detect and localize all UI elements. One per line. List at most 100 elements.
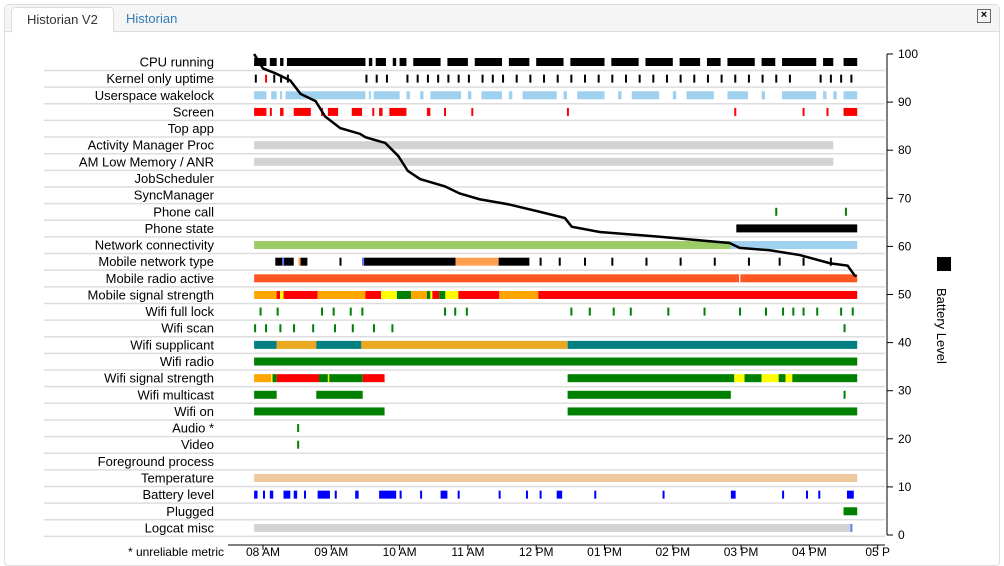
- segment-screen: [566, 107, 569, 116]
- segment-kernel-only-uptime: [447, 74, 450, 83]
- segment-wifi-signal-strength: [567, 374, 735, 383]
- segment-wifi-full-lock: [443, 307, 446, 316]
- segment-wifi-scan: [254, 324, 257, 333]
- segment-kernel-only-uptime: [850, 74, 853, 83]
- segment-kernel-only-uptime: [416, 74, 419, 83]
- segment-userspace-wakelock: [761, 91, 766, 100]
- row-label: AM Low Memory / ANR: [79, 154, 214, 169]
- segment-kernel-only-uptime: [502, 74, 505, 83]
- segment-userspace-wakelock: [686, 91, 714, 100]
- segment-mobile-network-type: [339, 257, 342, 266]
- segment-wifi-signal-strength: [761, 374, 779, 383]
- segment-wifi-multicast: [843, 390, 846, 399]
- segment-cpu-running: [645, 58, 673, 66]
- segment-mobile-signal-strength: [430, 290, 433, 299]
- segment-cpu-running: [392, 58, 397, 66]
- segment-cpu-running: [823, 58, 834, 66]
- row-label: Phone call: [153, 204, 214, 219]
- segment-kernel-only-uptime: [385, 74, 388, 83]
- segment-kernel-only-uptime: [638, 74, 641, 83]
- segment-userspace-wakelock: [508, 91, 513, 100]
- y2-tick-label: 40: [898, 336, 912, 350]
- tab-historian[interactable]: Historian: [126, 11, 178, 26]
- segment-video: [297, 440, 300, 449]
- segment-plugged: [843, 507, 858, 516]
- segment-wifi-full-lock: [349, 307, 352, 316]
- row-label: Screen: [173, 104, 214, 119]
- segment-userspace-wakelock: [406, 91, 410, 100]
- segment-mobile-network-type: [778, 257, 781, 266]
- segment-logcat-misc: [254, 523, 851, 532]
- segment-wifi-full-lock: [332, 307, 335, 316]
- segment-kernel-only-uptime: [693, 74, 696, 83]
- segment-userspace-wakelock: [563, 91, 567, 100]
- row-label: Top app: [168, 121, 214, 136]
- segment-battery-level: [254, 490, 258, 499]
- segment-battery-level: [334, 490, 337, 499]
- segment-kernel-only-uptime: [481, 74, 484, 83]
- segment-kernel-only-uptime: [556, 74, 559, 83]
- segment-userspace-wakelock: [420, 91, 424, 100]
- segment-screen: [426, 107, 431, 116]
- segment-wifi-signal-strength: [792, 374, 858, 383]
- segment-kernel-only-uptime: [273, 74, 276, 83]
- x-tick-label: 05 P: [865, 545, 890, 559]
- segment-kernel-only-uptime: [706, 74, 709, 83]
- segment-wifi-supplicant: [361, 340, 568, 349]
- row-label: SyncManager: [134, 188, 215, 203]
- segment-userspace-wakelock: [254, 91, 267, 100]
- segment-mobile-network-type: [275, 257, 294, 266]
- segment-battery-level: [283, 490, 291, 499]
- row-label: Mobile network type: [98, 254, 214, 269]
- segment-wifi-radio: [254, 357, 858, 366]
- segment-kernel-only-uptime: [624, 74, 627, 83]
- segment-logcat-misc: [850, 523, 853, 532]
- segment-mobile-signal-strength: [439, 290, 446, 299]
- segment-mobile-network-type: [364, 257, 456, 266]
- row-label: Battery level: [142, 487, 214, 502]
- segment-wifi-multicast: [316, 390, 363, 399]
- segment-kernel-only-uptime: [570, 74, 573, 83]
- segment-userspace-wakelock: [833, 91, 837, 100]
- y2-tick-label: 10: [898, 480, 912, 494]
- tab-bar: Historian V2 Historian ×: [5, 5, 999, 33]
- segment-battery-level: [818, 490, 821, 499]
- segment-mobile-signal-strength: [445, 290, 459, 299]
- battery-level-line: [253, 53, 858, 278]
- segment-wifi-full-lock: [851, 307, 854, 316]
- segment-cpu-running: [611, 58, 639, 66]
- segment-wifi-full-lock: [454, 307, 457, 316]
- segment-mobile-signal-strength: [538, 290, 858, 299]
- segment-kernel-only-uptime: [747, 74, 750, 83]
- row-label: Kernel only uptime: [106, 71, 214, 86]
- segment-battery-level: [782, 490, 785, 499]
- segment-kernel-only-uptime: [467, 74, 470, 83]
- segment-wifi-scan: [372, 324, 375, 333]
- segment-kernel-only-uptime: [457, 74, 460, 83]
- segment-wifi-signal-strength: [327, 374, 330, 383]
- segment-mobile-signal-strength: [432, 290, 440, 299]
- segment-battery-level: [594, 490, 597, 499]
- y2-tick-label: 30: [898, 384, 912, 398]
- segment-temperature: [254, 474, 858, 482]
- segment-wifi-scan: [334, 324, 337, 333]
- segment-kernel-only-uptime: [529, 74, 532, 83]
- segment-wifi-multicast: [567, 390, 731, 399]
- segment-mobile-signal-strength: [365, 290, 382, 299]
- segment-wifi-supplicant: [254, 340, 277, 349]
- segment-wifi-on: [567, 407, 858, 416]
- row-label: Wifi supplicant: [130, 337, 214, 352]
- segment-battery-level: [556, 490, 563, 499]
- segment-kernel-only-uptime: [280, 74, 283, 83]
- x-tick-label: 03 PM: [724, 545, 759, 559]
- segment-cpu-running: [280, 58, 284, 66]
- segment-kernel-only-uptime: [491, 74, 494, 83]
- segment-battery-level: [269, 490, 274, 499]
- segment-wifi-signal-strength: [744, 374, 762, 383]
- close-icon[interactable]: ×: [977, 9, 991, 23]
- segment-userspace-wakelock: [631, 91, 660, 100]
- segment-battery-level: [355, 490, 359, 499]
- segment-userspace-wakelock: [823, 91, 827, 100]
- segment-mobile-signal-strength: [317, 290, 366, 299]
- tab-historian-v2[interactable]: Historian V2: [11, 7, 114, 33]
